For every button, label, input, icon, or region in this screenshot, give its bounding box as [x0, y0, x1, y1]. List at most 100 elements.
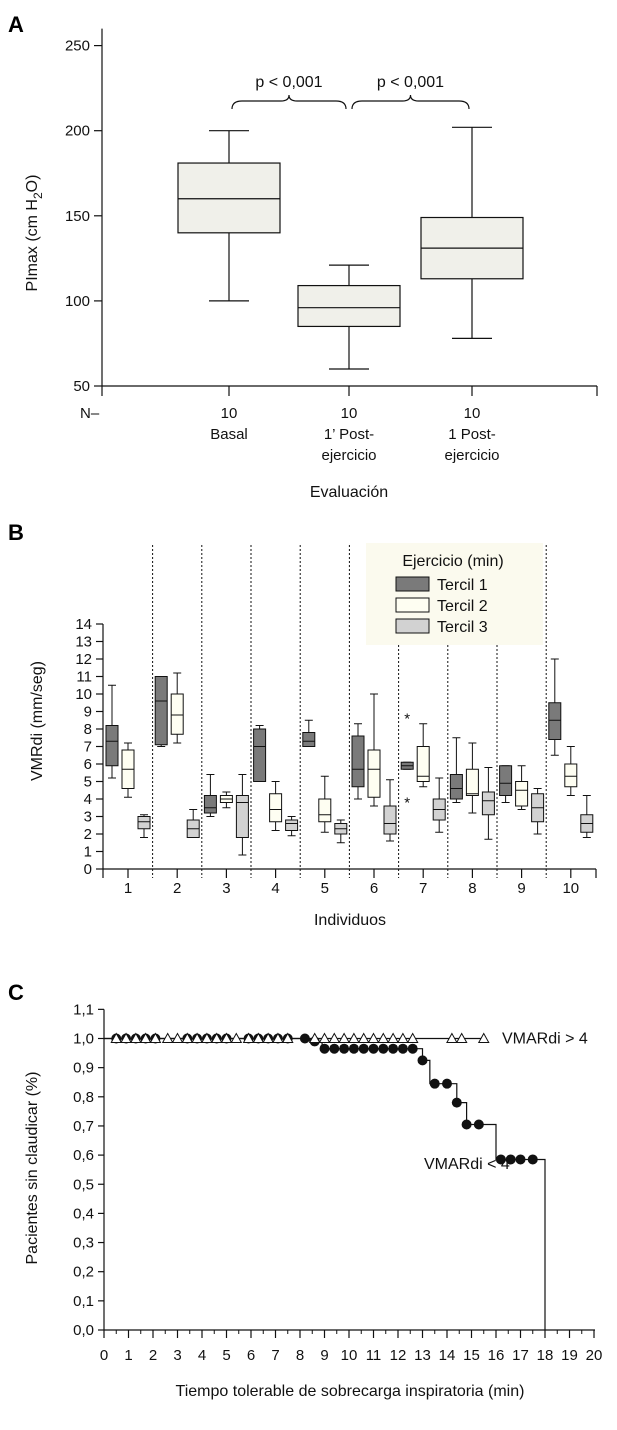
box-iqr	[548, 702, 562, 740]
survival-point-triangle	[338, 1032, 350, 1043]
survival-point-triangle	[455, 1032, 468, 1043]
box-iqr	[367, 749, 381, 798]
survival-point-circle	[429, 1078, 440, 1089]
survival-point-triangle	[230, 1032, 243, 1043]
x-tick-label: 4	[271, 880, 279, 897]
box-iqr	[137, 816, 151, 830]
y-tick-label: 100	[65, 293, 90, 310]
x-tick-label: 15	[463, 1347, 480, 1364]
legend-label: Tercil 2	[437, 598, 488, 615]
survival-line-below-4	[104, 1037, 546, 1330]
x-tick-label: 1	[124, 1347, 132, 1364]
x-tick-label: 2	[149, 1347, 157, 1364]
survival-point-circle	[397, 1043, 408, 1054]
survival-point-circle	[407, 1043, 418, 1054]
x-n-label: 10	[341, 405, 358, 422]
x-category-label-line2: ejercicio	[444, 447, 499, 464]
y-tick-label: 50	[73, 378, 90, 395]
x-tick-label: 17	[512, 1347, 529, 1364]
survival-point-circle	[329, 1043, 340, 1054]
survival-point-triangle	[242, 1032, 255, 1043]
y-tick-label: 1,0	[73, 1031, 94, 1048]
outlier-mark: *	[404, 711, 410, 728]
y-tick-label: 150	[65, 208, 90, 225]
survival-point-triangle	[181, 1032, 194, 1043]
box-iqr	[449, 774, 463, 800]
n-label: N–	[80, 405, 100, 422]
outlier-mark: *	[404, 795, 410, 812]
survival-point-circle	[339, 1043, 350, 1054]
box-iqr	[481, 791, 495, 816]
y-axis-title-sub: 2	[31, 192, 45, 199]
x-tick-label: 10	[562, 880, 579, 897]
survival-point-circle	[515, 1154, 526, 1165]
y-tick-label: 0,4	[73, 1205, 94, 1222]
x-tick-label: 3	[173, 1347, 181, 1364]
survival-point-triangle	[397, 1032, 409, 1043]
y-axis-title: VMRdi (mm/seg)	[29, 661, 46, 781]
box-iqr	[416, 746, 430, 782]
survival-point-circle	[495, 1154, 506, 1165]
panel-b-letter: B	[8, 520, 24, 545]
significance-label: p < 0,001	[377, 74, 444, 91]
y-tick-label: 9	[84, 704, 92, 721]
x-tick-label: 11	[366, 1347, 382, 1364]
y-axis-title: PImax (cm H2O)	[24, 175, 45, 292]
survival-point-triangle	[210, 1032, 223, 1043]
box-iqr	[515, 781, 529, 807]
y-tick-label: 0,1	[73, 1293, 94, 1310]
survival-point-triangle	[252, 1032, 265, 1043]
y-tick-label: 0,6	[73, 1147, 94, 1164]
legend-swatch	[395, 618, 430, 634]
y-tick-label: 0	[84, 861, 92, 878]
box-iqr	[499, 765, 513, 796]
x-tick-label: 8	[296, 1347, 304, 1364]
survival-point-triangle	[348, 1032, 360, 1043]
box-iqr	[285, 819, 299, 831]
survival-point-triangle	[171, 1032, 184, 1043]
survival-point-triangle	[477, 1032, 490, 1043]
survival-point-circle	[348, 1043, 359, 1054]
survival-point-triangle	[318, 1032, 331, 1043]
x-tick-label: 14	[439, 1347, 456, 1364]
legend-title: Ejercicio (min)	[402, 553, 503, 570]
box-iqr	[465, 768, 479, 796]
x-axis-title: Individuos	[314, 912, 386, 929]
legend-label: Tercil 1	[437, 577, 488, 594]
survival-point-circle	[319, 1043, 330, 1054]
x-tick-label: 5	[222, 1347, 230, 1364]
survival-point-triangle	[406, 1032, 419, 1043]
x-tick-label: 9	[320, 1347, 328, 1364]
survival-point-triangle	[110, 1032, 123, 1043]
survival-point-circle	[358, 1043, 369, 1054]
y-tick-label: 200	[65, 123, 90, 140]
box-iqr	[170, 693, 184, 735]
y-tick-label: 0,3	[73, 1235, 94, 1252]
y-tick-label: 6	[84, 756, 92, 773]
box-iqr	[105, 725, 119, 767]
box-iqr	[351, 735, 365, 788]
x-tick-label: 3	[222, 880, 230, 897]
series-label-above-4: VMARdi > 4	[502, 1031, 588, 1048]
x-n-label: 10	[221, 405, 238, 422]
y-axis-title: Pacientes sin claudicar (%)	[24, 1072, 41, 1265]
box-iqr	[154, 676, 168, 746]
box-iqr	[564, 763, 578, 788]
y-tick-label: 0,0	[73, 1322, 94, 1339]
box-iqr	[318, 798, 332, 823]
panel-c-chart: C 0,00,10,20,30,40,50,60,70,80,91,01,10 1…	[8, 980, 602, 1400]
survival-point-triangle	[387, 1032, 399, 1043]
survival-point-triangle	[446, 1032, 458, 1043]
box-iqr	[297, 284, 401, 328]
x-n-label: 10	[464, 405, 481, 422]
survival-point-circle	[451, 1097, 462, 1108]
survival-point-circle	[527, 1154, 538, 1165]
y-tick-label: 3	[84, 809, 92, 826]
survival-point-circle	[299, 1033, 310, 1044]
box-iqr	[235, 795, 249, 838]
significance-bracket	[351, 94, 470, 110]
survival-point-triangle	[191, 1032, 203, 1043]
survival-point-circle	[417, 1055, 428, 1066]
